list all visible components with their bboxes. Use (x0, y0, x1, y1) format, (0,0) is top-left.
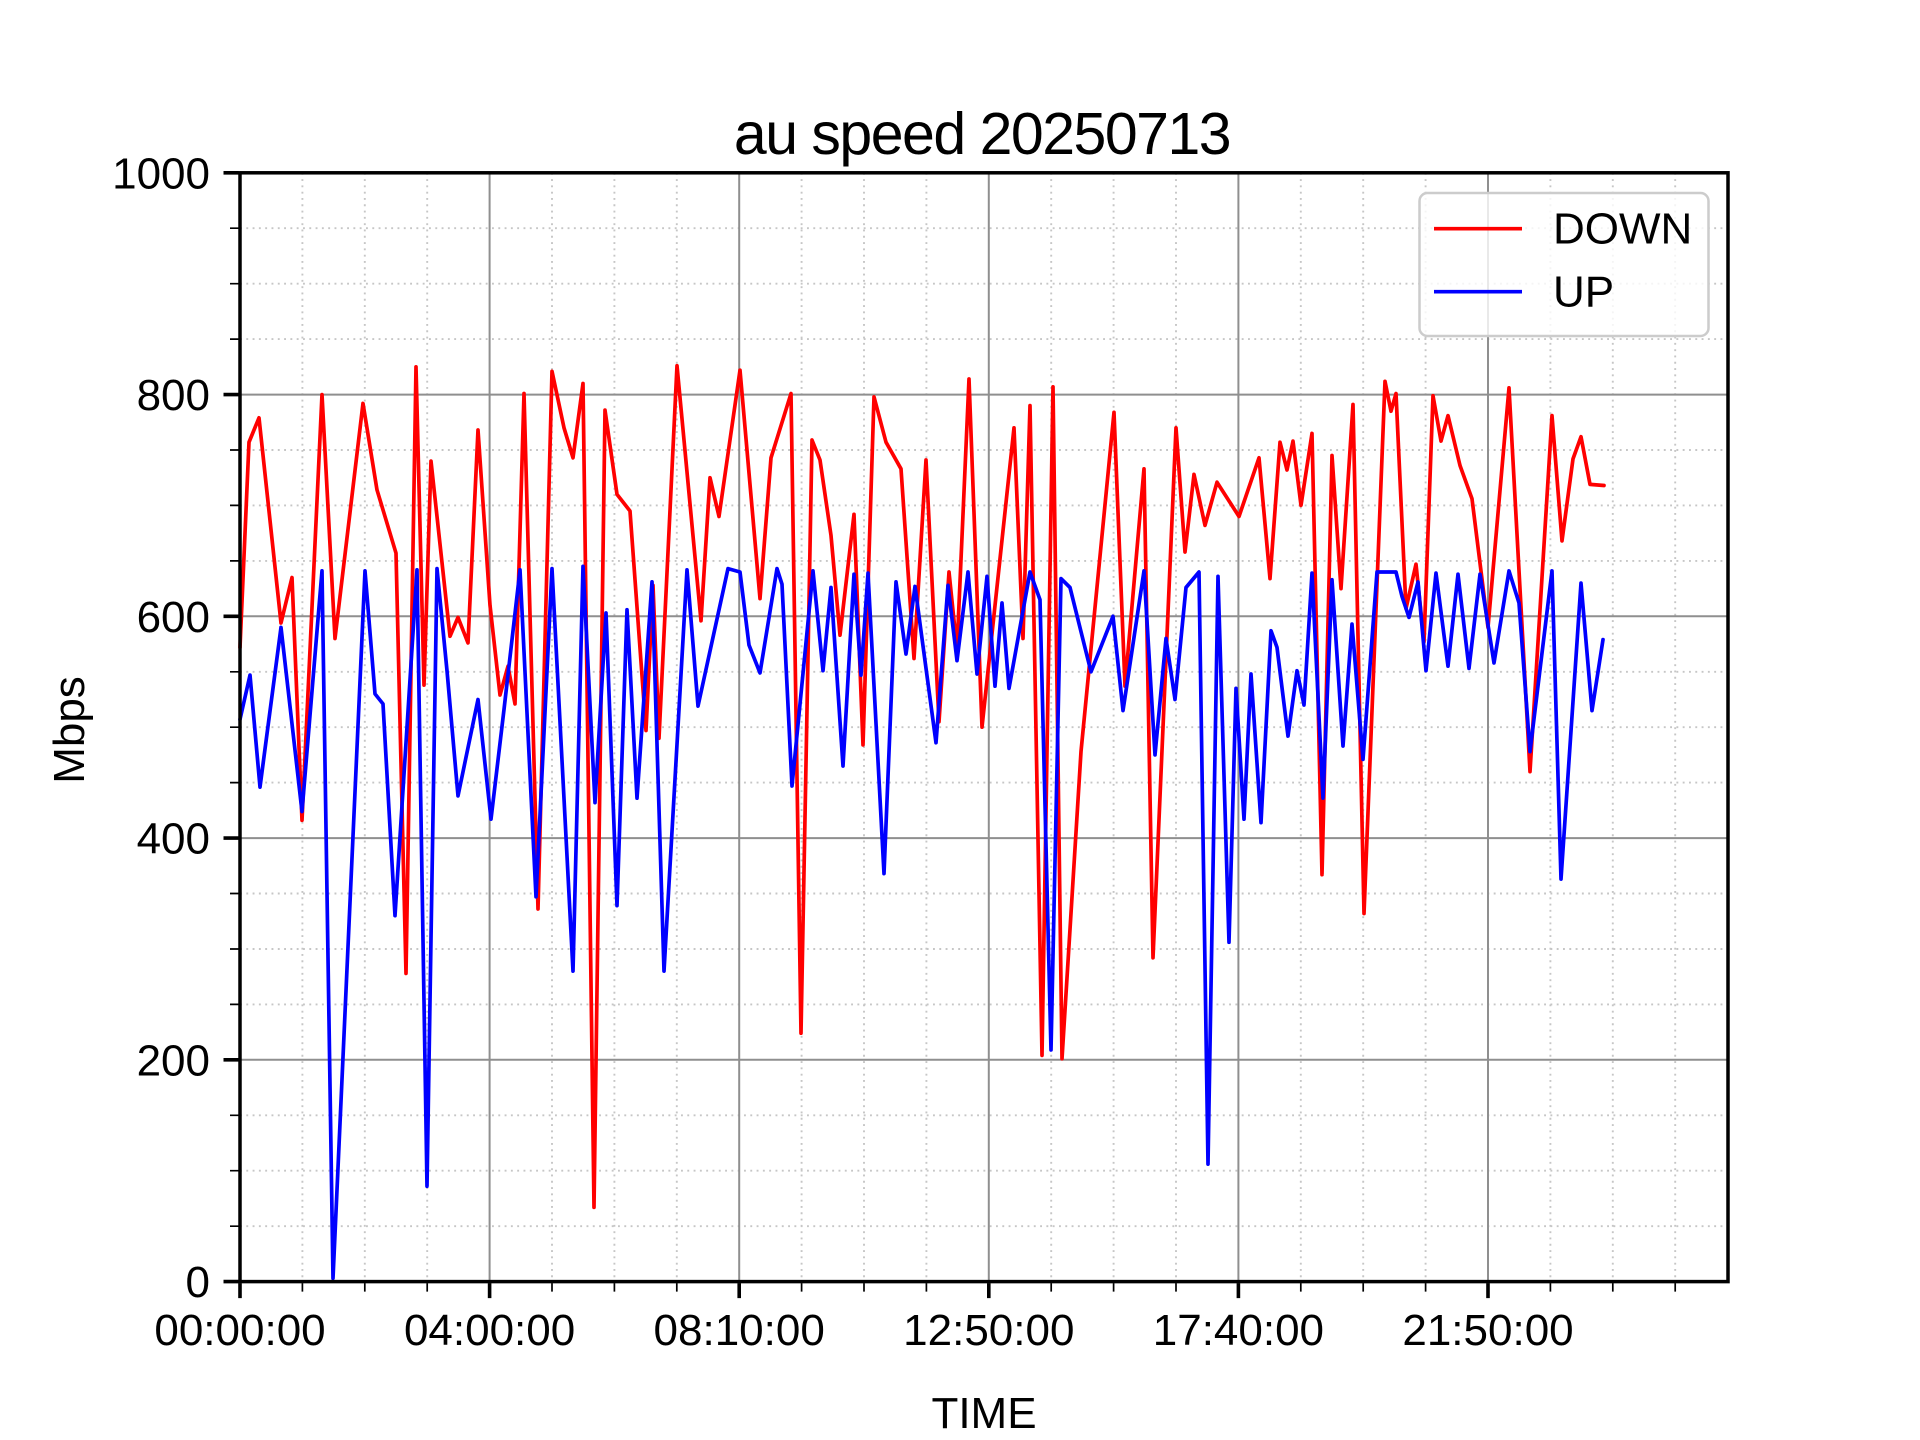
svg-text:DOWN: DOWN (1553, 205, 1692, 254)
svg-text:1000: 1000 (112, 149, 210, 198)
svg-text:12:50:00: 12:50:00 (903, 1306, 1074, 1355)
svg-text:21:50:00: 21:50:00 (1402, 1306, 1573, 1355)
svg-text:00:00:00: 00:00:00 (154, 1306, 325, 1355)
svg-text:17:40:00: 17:40:00 (1153, 1306, 1324, 1355)
svg-text:au speed 20250713: au speed 20250713 (734, 101, 1230, 167)
svg-text:Mbps: Mbps (45, 676, 94, 784)
svg-text:04:00:00: 04:00:00 (404, 1306, 575, 1355)
svg-text:TIME: TIME (931, 1389, 1036, 1438)
svg-text:200: 200 (137, 1036, 210, 1085)
svg-text:600: 600 (137, 593, 210, 642)
svg-text:UP: UP (1553, 268, 1614, 317)
svg-text:400: 400 (137, 815, 210, 864)
svg-text:0: 0 (186, 1258, 210, 1307)
svg-text:800: 800 (137, 371, 210, 420)
svg-text:08:10:00: 08:10:00 (654, 1306, 825, 1355)
